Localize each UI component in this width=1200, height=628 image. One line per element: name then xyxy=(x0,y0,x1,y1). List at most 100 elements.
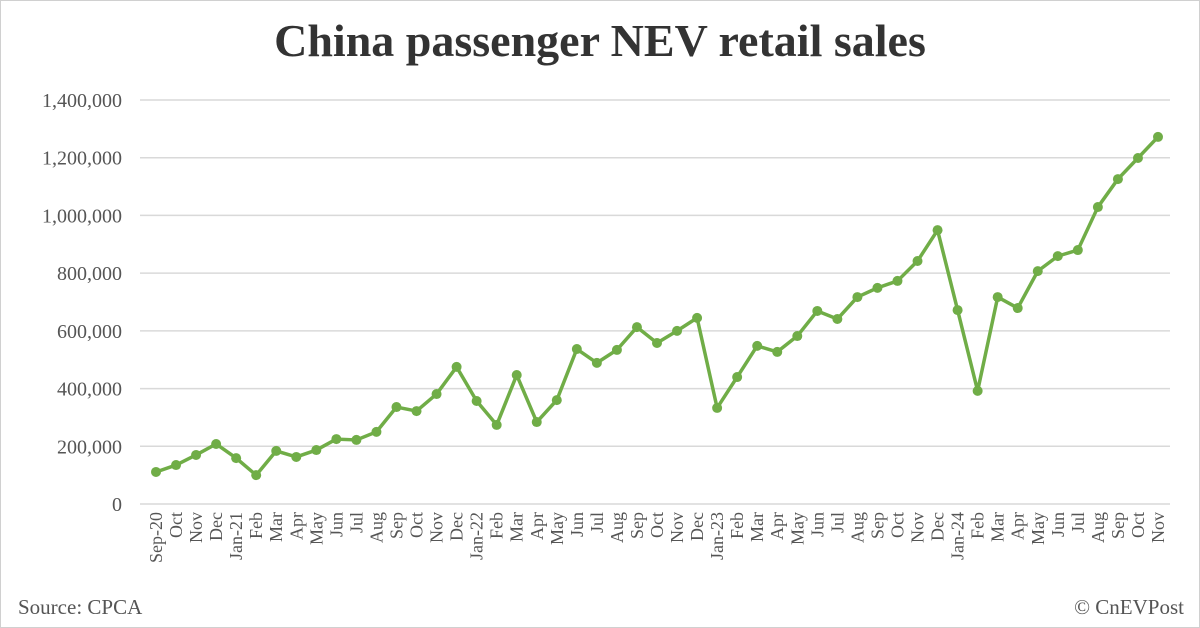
data-point xyxy=(1012,303,1023,314)
data-point xyxy=(431,389,442,400)
data-point xyxy=(451,361,462,372)
data-point xyxy=(972,385,983,396)
y-tick-label: 1,000,000 xyxy=(42,205,122,227)
x-tick-label: Sep xyxy=(1108,512,1128,539)
data-point xyxy=(611,344,622,355)
x-tick-label: Nov xyxy=(427,512,447,543)
x-tick-label: May xyxy=(547,512,567,545)
x-tick-label: Mar xyxy=(266,512,286,542)
x-tick-label: Aug xyxy=(1088,512,1108,543)
x-tick-label: Jun xyxy=(326,512,346,537)
series-line xyxy=(155,135,1160,477)
x-tick-label: Jul xyxy=(827,512,847,533)
y-tick-label: 200,000 xyxy=(57,436,122,458)
data-point xyxy=(191,449,202,460)
data-point xyxy=(311,445,322,456)
data-point xyxy=(591,357,602,368)
data-point xyxy=(171,460,182,471)
data-point xyxy=(531,417,542,428)
x-tick-label: Jun xyxy=(567,512,587,537)
data-point xyxy=(992,292,1003,303)
data-point xyxy=(331,434,342,445)
x-tick-label: Feb xyxy=(968,512,988,539)
x-tick-label: May xyxy=(1028,512,1048,545)
data-point xyxy=(852,292,863,303)
data-point xyxy=(151,466,161,477)
data-point xyxy=(952,305,963,316)
data-point xyxy=(371,426,382,437)
x-tick-label: Dec xyxy=(447,512,467,541)
data-point xyxy=(672,325,683,336)
data-point xyxy=(491,419,502,430)
x-tick-label: Feb xyxy=(727,512,747,539)
x-tick-label: Sep xyxy=(627,512,647,539)
data-point xyxy=(932,225,943,236)
x-tick-label: Dec xyxy=(687,512,707,541)
data-point xyxy=(1153,131,1163,142)
y-tick-label: 1,200,000 xyxy=(42,148,122,170)
x-tick-label: Mar xyxy=(988,512,1008,542)
data-point xyxy=(1052,251,1063,262)
x-tick-label: Oct xyxy=(647,512,667,538)
data-point xyxy=(832,314,843,325)
data-point xyxy=(912,256,923,267)
x-tick-label: Oct xyxy=(1128,512,1148,538)
x-tick-label: Oct xyxy=(407,512,427,538)
x-tick-label: Nov xyxy=(908,512,928,543)
x-tick-label: Aug xyxy=(607,512,627,543)
x-tick-label: Jan-22 xyxy=(467,512,487,560)
x-tick-label: Mar xyxy=(507,512,527,542)
data-point xyxy=(652,337,662,348)
x-tick-label: Apr xyxy=(527,512,547,540)
x-tick-label: Apr xyxy=(286,512,306,540)
x-tick-label: Oct xyxy=(166,512,186,538)
x-tick-label: Mar xyxy=(747,512,767,542)
x-tick-label: Jan-24 xyxy=(948,512,968,560)
data-point xyxy=(752,340,763,351)
data-point xyxy=(812,305,823,316)
data-point xyxy=(732,372,743,383)
data-point xyxy=(712,402,723,413)
x-tick-label: Jan-23 xyxy=(707,512,727,560)
y-tick-label: 800,000 xyxy=(57,263,122,285)
data-point xyxy=(271,445,282,456)
x-tick-label: Sep xyxy=(386,512,406,539)
x-tick-label: May xyxy=(787,512,807,545)
y-tick-label: 400,000 xyxy=(57,379,122,401)
data-point xyxy=(511,370,522,381)
x-tick-label: Nov xyxy=(186,512,206,543)
data-point xyxy=(231,453,242,464)
x-tick-label: Jul xyxy=(587,512,607,533)
data-point xyxy=(872,282,883,293)
data-point xyxy=(351,434,362,445)
data-point xyxy=(1032,266,1043,277)
x-tick-label: Jan-21 xyxy=(226,512,246,560)
data-point xyxy=(251,470,262,481)
data-point xyxy=(211,438,222,449)
data-point xyxy=(571,344,582,355)
data-point xyxy=(892,275,903,286)
data-point xyxy=(391,402,402,413)
y-tick-label: 0 xyxy=(112,494,122,516)
x-tick-label: Feb xyxy=(487,512,507,539)
x-tick-label: Apr xyxy=(767,512,787,540)
data-point xyxy=(471,395,482,406)
x-tick-label: Sep-20 xyxy=(146,512,166,563)
x-tick-label: Jun xyxy=(807,512,827,537)
copyright-note: © CnEVPost xyxy=(1074,595,1184,619)
data-point xyxy=(631,322,642,333)
x-tick-label: May xyxy=(306,512,326,545)
data-point xyxy=(772,346,783,357)
x-tick-label: Dec xyxy=(206,512,226,541)
data-point xyxy=(692,312,703,323)
data-point xyxy=(1092,202,1103,213)
data-point xyxy=(1132,153,1143,164)
source-note: Source: CPCA xyxy=(18,595,143,619)
data-point xyxy=(291,451,302,462)
data-point xyxy=(1112,174,1123,185)
data-point xyxy=(411,406,422,417)
x-tick-label: Jul xyxy=(1068,512,1088,533)
x-tick-label: Dec xyxy=(928,512,948,541)
x-tick-label: Sep xyxy=(867,512,887,539)
